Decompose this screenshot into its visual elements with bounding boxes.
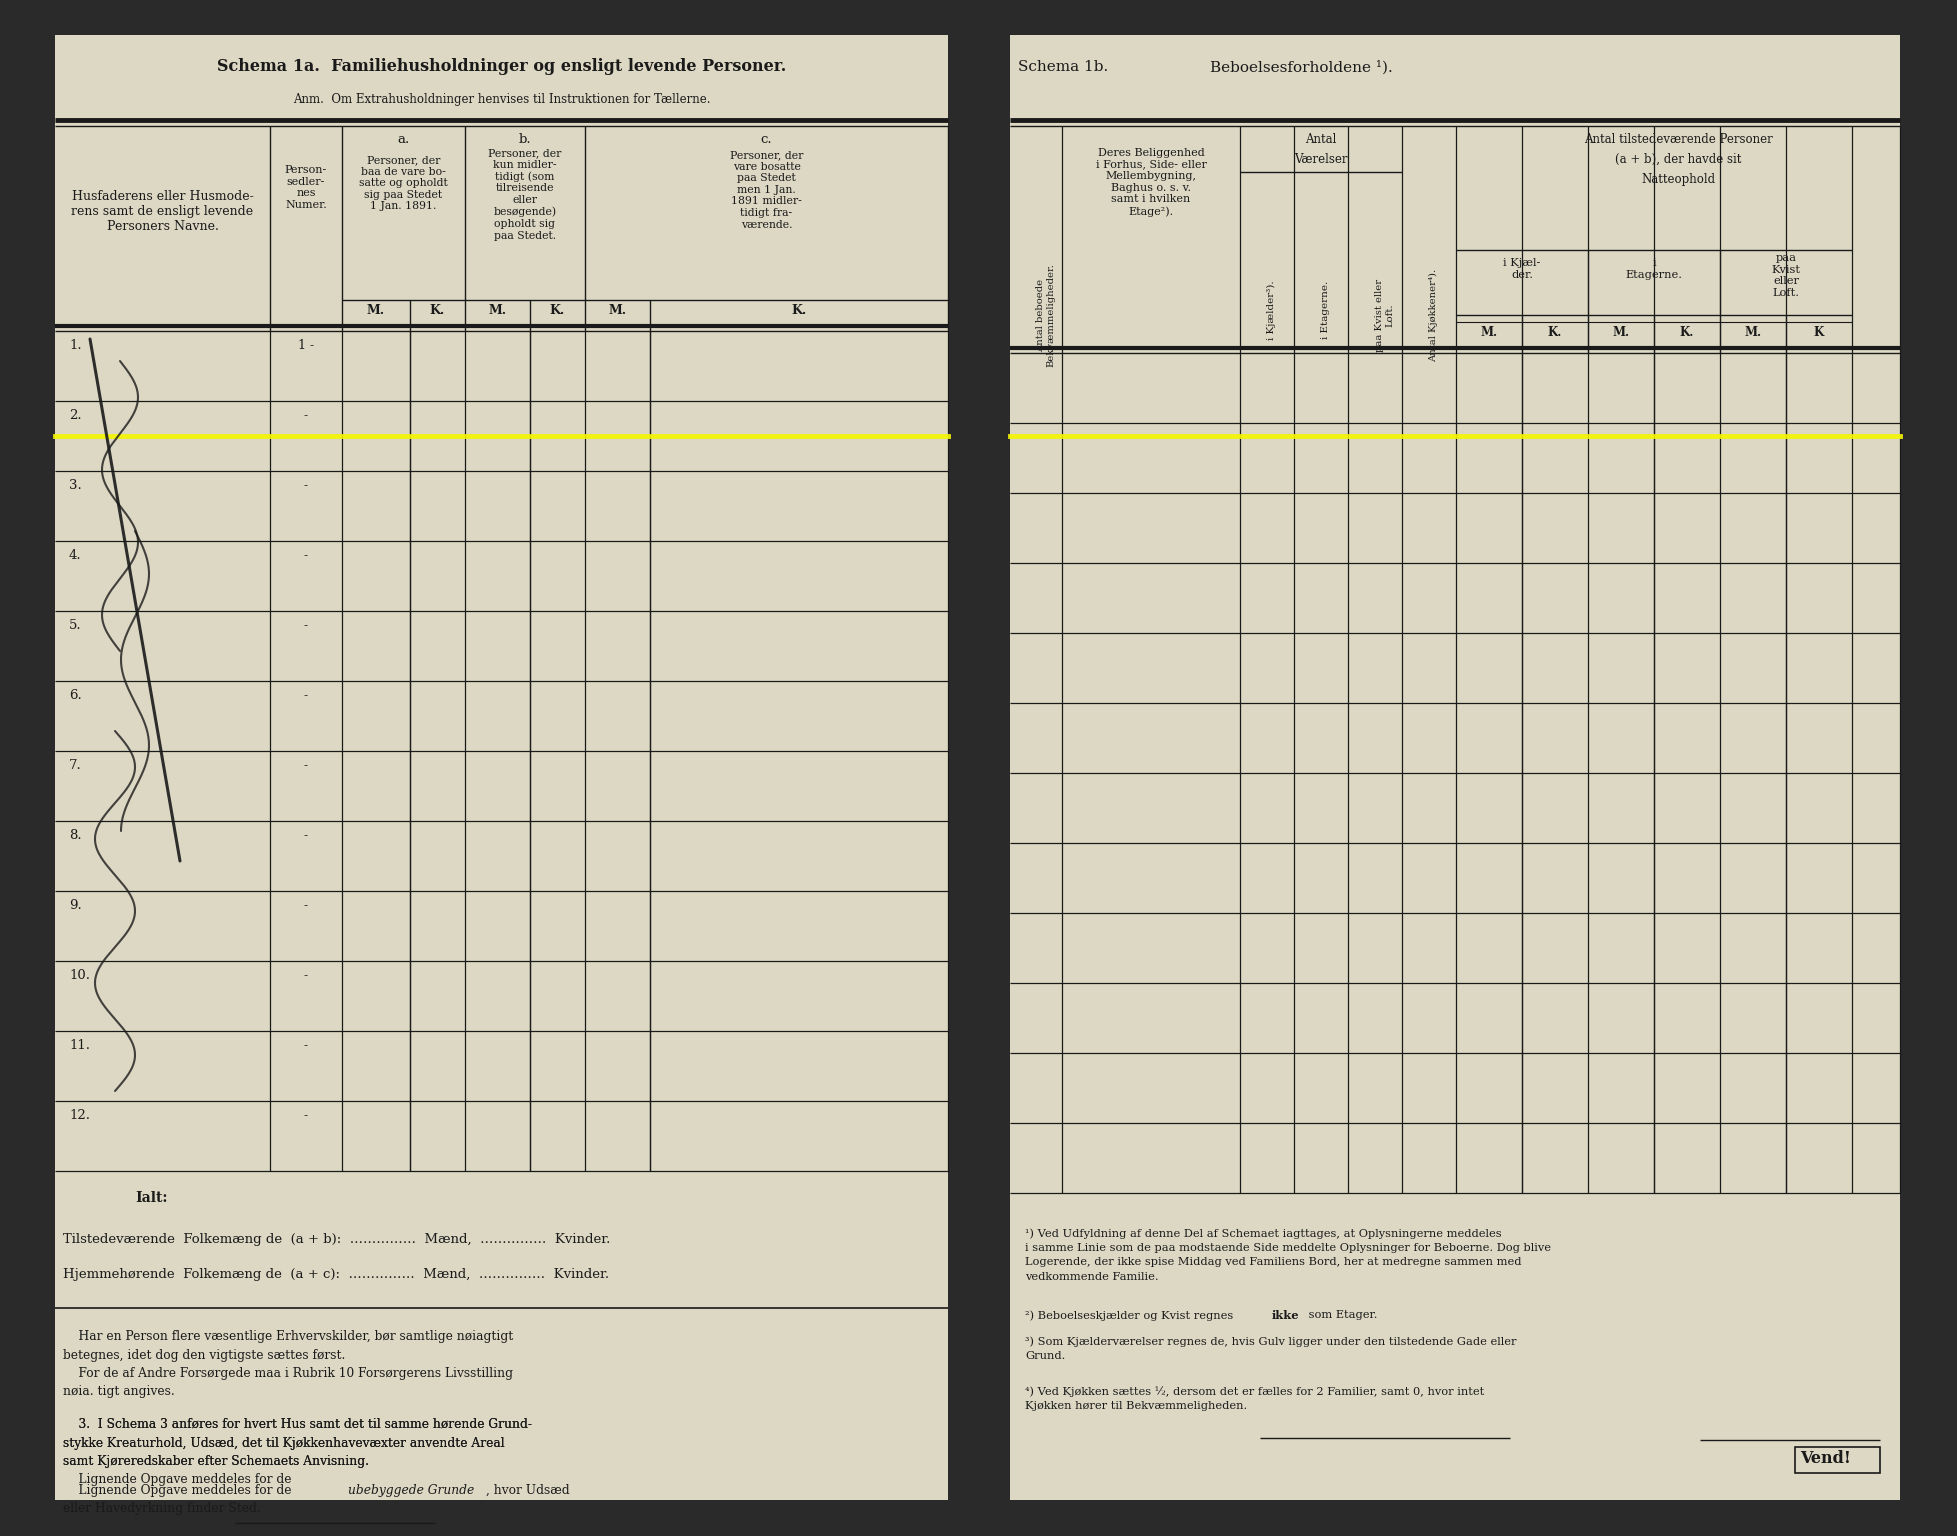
Text: 11.: 11. bbox=[68, 1038, 90, 1052]
Text: M.: M. bbox=[366, 304, 386, 316]
Text: Lignende Opgave meddeles for de: Lignende Opgave meddeles for de bbox=[63, 1484, 296, 1498]
Text: Antal beboede
Bekvæmmeligheder.: Antal beboede Bekvæmmeligheder. bbox=[1035, 263, 1055, 367]
Text: i Kjæl-
der.: i Kjæl- der. bbox=[1503, 258, 1540, 280]
Text: 1.: 1. bbox=[68, 339, 82, 352]
Text: 8.: 8. bbox=[68, 829, 82, 842]
Text: Vend!: Vend! bbox=[1798, 1450, 1849, 1467]
Text: 5.: 5. bbox=[68, 619, 82, 631]
Text: Ialt:: Ialt: bbox=[135, 1190, 168, 1206]
Text: 12.: 12. bbox=[68, 1109, 90, 1121]
Text: Person-
sedler-
nes
Numer.: Person- sedler- nes Numer. bbox=[284, 164, 327, 210]
Text: 3.: 3. bbox=[68, 479, 82, 492]
Text: , hvor Udsæd: , hvor Udsæd bbox=[485, 1484, 569, 1498]
Text: -: - bbox=[303, 1038, 307, 1052]
Text: K.: K. bbox=[431, 304, 444, 316]
Text: 3.  I Schema 3 anføres for hvert Hus samt det til samme hørende Grund-
stykke Kr: 3. I Schema 3 anføres for hvert Hus samt… bbox=[63, 1418, 532, 1487]
Text: ikke: ikke bbox=[1272, 1310, 1299, 1321]
Text: M.: M. bbox=[1744, 326, 1761, 339]
Text: i
Etagerne.: i Etagerne. bbox=[1624, 258, 1681, 280]
Text: Schema 1b.: Schema 1b. bbox=[1018, 60, 1108, 74]
Text: K.: K. bbox=[550, 304, 566, 316]
Text: Anm.  Om Extrahusholdninger henvises til Instruktionen for Tællerne.: Anm. Om Extrahusholdninger henvises til … bbox=[294, 94, 710, 106]
Text: Deres Beliggenhed
i Forhus, Side- eller
Mellembygning,
Baghus o. s. v.
samt i hv: Deres Beliggenhed i Forhus, Side- eller … bbox=[1096, 147, 1206, 217]
Text: 9.: 9. bbox=[68, 899, 82, 912]
Text: 10.: 10. bbox=[68, 969, 90, 982]
Text: Personer, der
vare bosatte
paa Stedet
men 1 Jan.
1891 midler-
tidigt fra-
værend: Personer, der vare bosatte paa Stedet me… bbox=[730, 151, 802, 229]
Text: ⁴) Ved Kjøkken sættes ½, dersom det er fælles for 2 Familier, samt 0, hvor intet: ⁴) Ved Kjøkken sættes ½, dersom det er f… bbox=[1024, 1385, 1483, 1412]
Text: i Kjælder³).: i Kjælder³). bbox=[1266, 280, 1276, 339]
Text: paa Kvist eller
Loft.: paa Kvist eller Loft. bbox=[1374, 278, 1393, 352]
Text: Beboelsesforholdene ¹).: Beboelsesforholdene ¹). bbox=[1209, 60, 1391, 74]
Text: Tilstedeværende  Folkemæng de  (a + b):  ……………  Mænd,  ……………  Kvinder.: Tilstedeværende Folkemæng de (a + b): ……… bbox=[63, 1233, 611, 1246]
Text: -: - bbox=[303, 829, 307, 842]
Text: ³) Som Kjælderværelser regnes de, hvis Gulv ligger under den tilstedende Gade el: ³) Som Kjælderværelser regnes de, hvis G… bbox=[1024, 1336, 1517, 1361]
Text: K.: K. bbox=[1548, 326, 1562, 339]
Text: Schema 1a.  Familiehusholdninger og ensligt levende Personer.: Schema 1a. Familiehusholdninger og ensli… bbox=[217, 58, 785, 75]
Text: i Etagerne.: i Etagerne. bbox=[1321, 281, 1329, 339]
Text: ubebyggede Grunde: ubebyggede Grunde bbox=[348, 1484, 474, 1498]
Text: K.: K. bbox=[1679, 326, 1693, 339]
Text: K.: K. bbox=[791, 304, 806, 316]
Text: -: - bbox=[303, 969, 307, 982]
Text: -: - bbox=[303, 759, 307, 773]
Text: 1 -: 1 - bbox=[297, 339, 313, 352]
Text: -: - bbox=[303, 1109, 307, 1121]
Text: Har en Person flere væsentlige Erhvervskilder, bør samtlige nøiagtigt
betegnes, : Har en Person flere væsentlige Erhvervsk… bbox=[63, 1330, 513, 1398]
Text: Værelser: Værelser bbox=[1294, 154, 1346, 166]
Text: Antal tilstedeværende Personer: Antal tilstedeværende Personer bbox=[1583, 134, 1771, 146]
Text: Natteophold: Natteophold bbox=[1640, 174, 1714, 186]
Text: eller Havedyrkning finder Sted.: eller Havedyrkning finder Sted. bbox=[63, 1502, 260, 1514]
Text: a.: a. bbox=[397, 134, 409, 146]
Text: 3.  I Schema 3 anføres for hvert Hus samt det til samme hørende Grund-
stykke Kr: 3. I Schema 3 anføres for hvert Hus samt… bbox=[63, 1418, 532, 1468]
Text: Antal Kjøkkener⁴).: Antal Kjøkkener⁴). bbox=[1429, 269, 1436, 361]
Bar bbox=[1010, 35, 1898, 1501]
Text: Husfaderens eller Husmode-
rens samt de ensligt levende
Personers Navne.: Husfaderens eller Husmode- rens samt de … bbox=[70, 190, 254, 233]
Text: -: - bbox=[303, 899, 307, 912]
Bar bbox=[1795, 1447, 1879, 1473]
Text: som Etager.: som Etager. bbox=[1303, 1310, 1378, 1319]
Text: -: - bbox=[303, 690, 307, 702]
Text: b.: b. bbox=[519, 134, 530, 146]
Text: (a + b), der havde sit: (a + b), der havde sit bbox=[1615, 154, 1740, 166]
Text: M.: M. bbox=[609, 304, 626, 316]
Text: K: K bbox=[1812, 326, 1824, 339]
Text: Personer, der
kun midler-
tidigt (som
tilreisende
eller
besøgende)
opholdt sig
p: Personer, der kun midler- tidigt (som ti… bbox=[487, 147, 562, 241]
Text: 4.: 4. bbox=[68, 548, 82, 562]
Text: -: - bbox=[303, 548, 307, 562]
Text: c.: c. bbox=[761, 134, 771, 146]
Bar bbox=[55, 35, 947, 1501]
Text: ²) Beboelseskjælder og Kvist regnes: ²) Beboelseskjælder og Kvist regnes bbox=[1024, 1310, 1237, 1321]
Text: 6.: 6. bbox=[68, 690, 82, 702]
Text: paa
Kvist
eller
Loft.: paa Kvist eller Loft. bbox=[1771, 253, 1800, 298]
Text: M.: M. bbox=[1479, 326, 1497, 339]
Text: 2.: 2. bbox=[68, 409, 82, 422]
Text: -: - bbox=[303, 479, 307, 492]
Text: M.: M. bbox=[487, 304, 507, 316]
Text: -: - bbox=[303, 409, 307, 422]
Text: M.: M. bbox=[1613, 326, 1628, 339]
Text: Personer, der
baa de vare bo-
satte og opholdt
sig paa Stedet
1 Jan. 1891.: Personer, der baa de vare bo- satte og o… bbox=[358, 155, 448, 212]
Text: Antal: Antal bbox=[1305, 134, 1337, 146]
Text: 7.: 7. bbox=[68, 759, 82, 773]
Text: -: - bbox=[303, 619, 307, 631]
Text: Hjemmehørende  Folkemæng de  (a + c):  ……………  Mænd,  ……………  Kvinder.: Hjemmehørende Folkemæng de (a + c): …………… bbox=[63, 1269, 609, 1281]
Text: ¹) Ved Udfyldning af denne Del af Schemaet iagttages, at Oplysningerne meddeles
: ¹) Ved Udfyldning af denne Del af Schema… bbox=[1024, 1227, 1550, 1281]
